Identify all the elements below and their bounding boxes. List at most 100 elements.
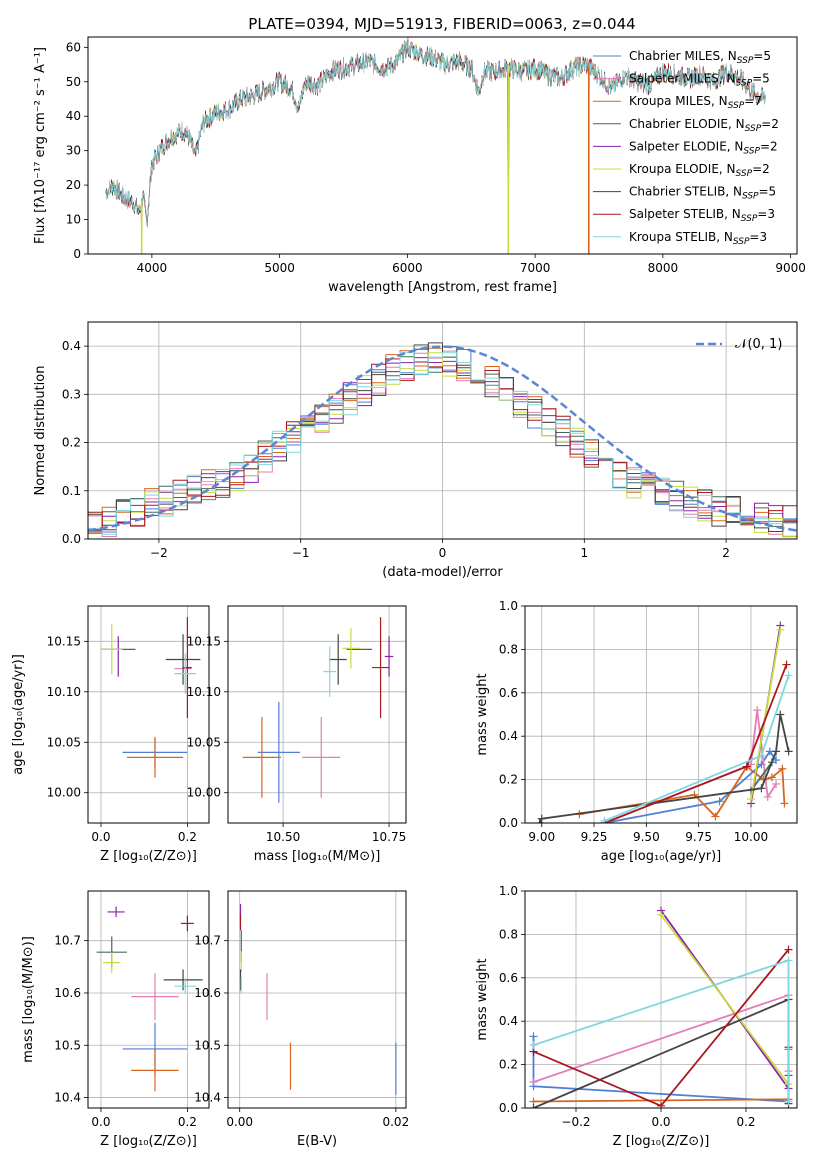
errorbar-point: [302, 717, 341, 798]
axes-frame: [87, 605, 210, 824]
chart-massweight_vs_age: 9.00 9.25 9.50 9.75 10.00 0.0 0.2 0.4 0.6 0.8 1.0 a…: [475, 599, 798, 864]
legend-label: Kroupa MILES, NSSP=7: [629, 94, 762, 111]
series-marker: [767, 773, 776, 782]
axes-frame: [524, 890, 798, 1109]
y-tick-label: 10.6: [54, 986, 81, 1000]
errorbar-point: [372, 617, 390, 719]
y-tick-label: 20: [66, 178, 81, 192]
y-tick-label: 10.5: [54, 1038, 81, 1052]
x-tick-label: 10.00: [734, 830, 768, 844]
histogram-step-kroupa-stelib: [88, 352, 797, 535]
grid-lines: [228, 891, 406, 1108]
errorbar-point: [100, 624, 123, 675]
y-tick-label: 10.5: [194, 1038, 221, 1052]
grid-lines: [525, 890, 797, 1109]
x-axis-label: Z [log₁₀(Z/Z⊙)]: [613, 1134, 710, 1149]
x-tick-label: 9.50: [633, 830, 660, 844]
series-line: [604, 664, 788, 823]
series-marker: [757, 784, 766, 793]
y-tick-label: 10.15: [47, 634, 81, 648]
series-marker: [746, 795, 755, 804]
errorbar-point: [323, 646, 337, 697]
x-tick-label: 9.00: [528, 830, 555, 844]
series-marker: [784, 1097, 793, 1106]
x-axis-label: mass [log₁₀(M/M⊙)]: [254, 849, 381, 864]
axes-frame: [227, 890, 407, 1109]
errorbar-point: [163, 969, 203, 991]
y-tick-label: 10.15: [187, 634, 221, 648]
y-tick-label: 10.10: [47, 685, 81, 699]
series-marker: [529, 1104, 538, 1108]
y-axis-label: mass [log₁₀(M/M⊙)]: [21, 936, 36, 1063]
chart-age_vs_mass: 10.50 10.75 10.00 10.05 10.10 10.15 mass [log₁…: [187, 605, 407, 864]
legend-label: Kroupa ELODIE, NSSP=2: [629, 162, 770, 179]
x-tick-label: 9.25: [581, 830, 608, 844]
x-tick-label: 0.0: [91, 1115, 110, 1129]
series-marker: [778, 764, 787, 773]
series-marker: [657, 1101, 665, 1108]
plot-area: [105, 37, 766, 254]
y-tick-label: 0.1: [62, 484, 81, 498]
x-tick-label: 6000: [392, 261, 423, 275]
x-tick-label: 0.0: [651, 1115, 670, 1129]
y-tick-label: 10.4: [194, 1091, 221, 1105]
normal-curve: [88, 345, 797, 532]
legend-label: Salpeter MILES, NSSP=5: [629, 72, 770, 89]
series-line: [660, 914, 790, 1085]
errorbar-point: [174, 978, 197, 995]
y-tick-label: 0.0: [499, 1101, 518, 1115]
x-tick-label: 8000: [648, 261, 679, 275]
series-marker: [784, 945, 793, 954]
y-tick-label: 0.8: [499, 642, 518, 656]
y-tick-label: 0.4: [499, 1014, 518, 1028]
errorbar-point: [103, 952, 121, 974]
y-axis-label: Normed distribution: [33, 366, 48, 496]
errorbar-point: [183, 617, 192, 719]
y-tick-label: 0.2: [499, 1058, 518, 1072]
y-tick-label: 0.0: [499, 816, 518, 830]
chart-residual_histogram: −2 −1 0 1 2 0.0 0.1 0.2 0.3 0.4 𝒩(0, 1) (data-model…: [33, 321, 798, 580]
plot-area: [242, 617, 394, 803]
series-marker: [529, 1077, 538, 1086]
y-tick-label: 1.0: [499, 599, 518, 613]
x-tick-label: −0.2: [561, 1115, 590, 1129]
y-tick-label: 40: [66, 109, 81, 123]
series-marker: [784, 671, 793, 680]
y-axis-label: age [log₁₀(age/yr)]: [11, 654, 26, 775]
plot-area: [96, 906, 203, 1092]
y-axis-label: Flux [fλ10⁻¹⁷ erg cm⁻² s⁻¹ A⁻¹]: [33, 47, 48, 244]
legend: Chabrier MILES, NSSP=5 Salpeter MILES, NS…: [593, 49, 779, 247]
y-tick-label: 10.6: [194, 986, 221, 1000]
x-tick-label: 0: [439, 546, 447, 560]
series-marker: [657, 910, 665, 919]
legend-label: Chabrier STELIB, NSSP=5: [629, 185, 776, 202]
figure-title: PLATE=0394, MJD=51913, FIBERID=0063, z=0…: [248, 15, 635, 33]
errorbar-point: [131, 973, 179, 1021]
series-marker: [715, 797, 724, 806]
errorbar-point: [257, 701, 301, 803]
plot-area: [100, 617, 201, 778]
y-tick-label: 10.10: [187, 685, 221, 699]
x-tick-label: 0.2: [736, 1115, 755, 1129]
x-tick-label: 9000: [775, 261, 806, 275]
series-marker: [784, 956, 793, 965]
x-tick-label: 5000: [264, 261, 295, 275]
x-tick-label: 10.75: [372, 830, 406, 844]
legend-label: Salpeter ELODIE, NSSP=2: [629, 139, 778, 156]
series-marker: [537, 814, 546, 823]
y-tick-label: 10.00: [47, 786, 81, 800]
y-tick-label: 0.4: [499, 729, 518, 743]
y-tick-label: 30: [66, 144, 81, 158]
axes-frame: [227, 605, 407, 824]
legend-label: Chabrier MILES, NSSP=5: [629, 49, 771, 66]
y-tick-label: 0.6: [499, 686, 518, 700]
plot-area: [529, 906, 793, 1108]
y-tick-label: 0.3: [62, 387, 81, 401]
y-tick-label: 10.05: [187, 735, 221, 749]
x-axis-label: age [log₁₀(age/yr)]: [601, 849, 722, 864]
series-marker: [535, 819, 544, 823]
legend-label: Kroupa STELIB, NSSP=3: [629, 230, 767, 247]
x-tick-label: 0.0: [91, 830, 110, 844]
x-tick-label: −2: [150, 546, 168, 560]
series-marker: [782, 660, 791, 669]
